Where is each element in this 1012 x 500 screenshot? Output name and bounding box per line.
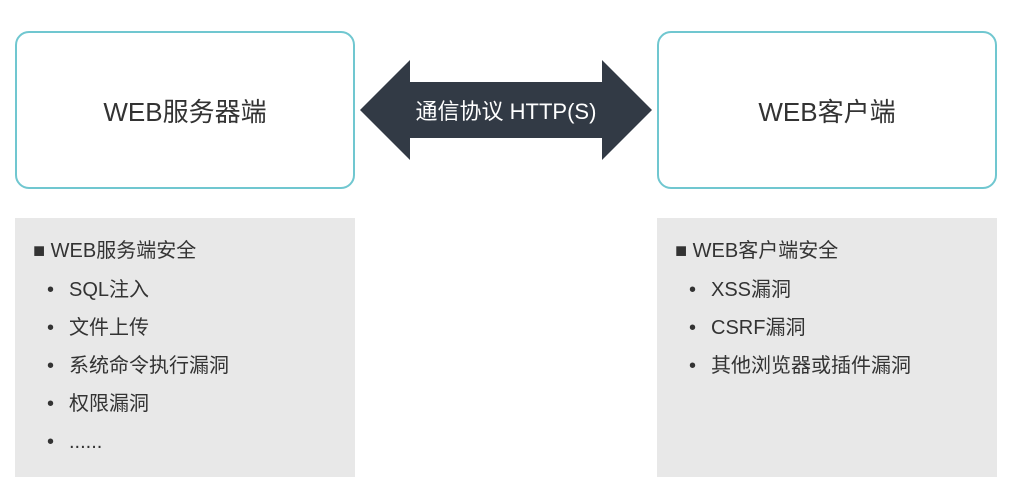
server-node-label: WEB服务器端 — [103, 92, 266, 129]
client-node: WEB客户端 — [657, 31, 997, 189]
list-item: 权限漏洞 — [69, 385, 337, 423]
arrow-label: 通信协议 HTTP(S) — [416, 94, 597, 126]
server-security-title: WEB服务端安全 — [33, 234, 337, 263]
top-row: WEB服务器端 通信协议 HTTP(S) WEB客户端 — [15, 30, 997, 190]
server-security-panel: WEB服务端安全 SQL注入文件上传系统命令执行漏洞权限漏洞...... — [15, 218, 355, 477]
server-security-list: SQL注入文件上传系统命令执行漏洞权限漏洞...... — [33, 271, 337, 461]
client-security-panel: WEB客户端安全 XSS漏洞CSRF漏洞其他浏览器或插件漏洞 — [657, 218, 997, 477]
client-security-list: XSS漏洞CSRF漏洞其他浏览器或插件漏洞 — [675, 271, 979, 385]
client-security-title: WEB客户端安全 — [675, 234, 979, 263]
list-item: 文件上传 — [69, 309, 337, 347]
list-item: XSS漏洞 — [711, 271, 979, 309]
arrow-right-head-icon — [602, 60, 652, 160]
server-node: WEB服务器端 — [15, 31, 355, 189]
list-item: SQL注入 — [69, 271, 337, 309]
list-item: 系统命令执行漏洞 — [69, 347, 337, 385]
client-node-label: WEB客户端 — [758, 92, 895, 129]
arrow-shaft: 通信协议 HTTP(S) — [410, 82, 603, 138]
list-item: CSRF漏洞 — [711, 309, 979, 347]
protocol-arrow: 通信协议 HTTP(S) — [360, 60, 653, 160]
list-item: 其他浏览器或插件漏洞 — [711, 347, 979, 385]
bottom-row: WEB服务端安全 SQL注入文件上传系统命令执行漏洞权限漏洞...... WEB… — [15, 218, 997, 477]
arrow-left-head-icon — [360, 60, 410, 160]
list-item: ...... — [69, 423, 337, 461]
